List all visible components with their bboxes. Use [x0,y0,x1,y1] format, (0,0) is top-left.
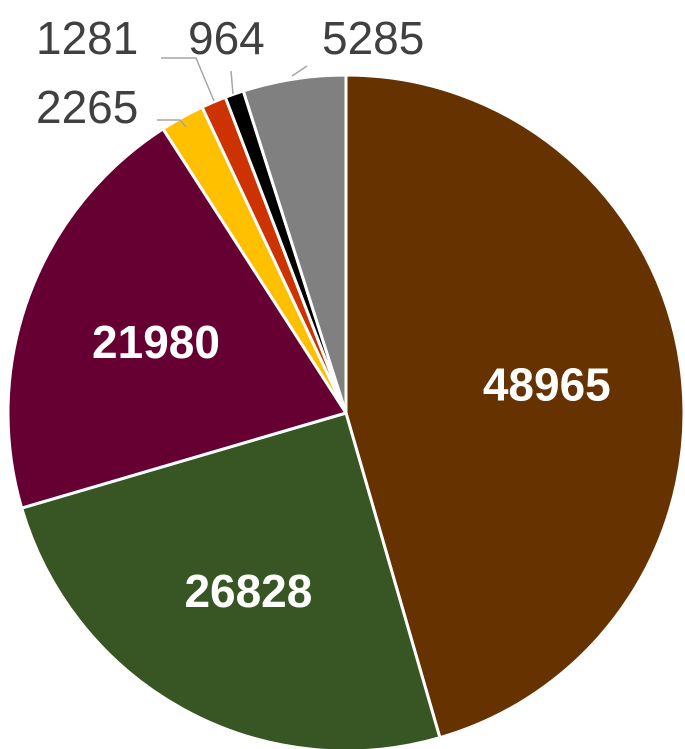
leader-line-964 [230,70,234,95]
data-label-964: 964 [188,12,265,64]
pie-slices [6,73,685,749]
leader-line-1281 [161,57,215,102]
leader-line-2265 [157,119,187,128]
pie-slice-48965 [344,73,685,740]
pie-slice-21980 [6,127,348,510]
data-label-21980: 21980 [92,316,220,368]
leader-lines [157,57,308,128]
pie-slice-5285 [241,73,348,415]
pie-slice-26828 [20,411,442,749]
data-label-2265: 2265 [36,81,138,133]
data-label-5285: 5285 [322,12,424,64]
data-label-48965: 48965 [483,359,611,411]
data-labels: 48965 26828 21980 2265 1281 964 5285 [36,12,611,617]
leader-line-5285 [291,65,308,77]
data-label-1281: 1281 [36,12,138,64]
data-label-26828: 26828 [184,565,312,617]
